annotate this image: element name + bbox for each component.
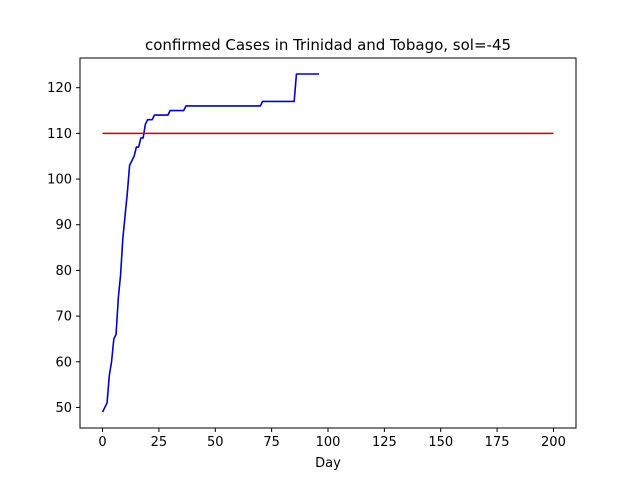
- x-tick-label: 50: [207, 435, 224, 450]
- y-tick-label: 120: [47, 81, 72, 96]
- y-tick-label: 90: [55, 218, 72, 233]
- y-axis-ticks: 50 60 70 80 90 100 110 120: [47, 81, 80, 416]
- x-tick-label: 25: [151, 435, 168, 450]
- series-line-1: [101, 73, 319, 413]
- y-tick-label: 80: [55, 264, 72, 279]
- x-tick-label: 100: [316, 435, 341, 450]
- plot-frame: [79, 57, 577, 429]
- y-tick-label: 60: [55, 355, 72, 370]
- x-axis-ticks: 0 25 50 75 100 125 150 175 200: [98, 428, 566, 450]
- x-tick-label: 150: [428, 435, 453, 450]
- y-tick-label: 110: [47, 127, 72, 142]
- y-tick-label: 50: [55, 401, 72, 416]
- x-tick-label: 75: [263, 435, 280, 450]
- x-tick-label: 125: [372, 435, 397, 450]
- x-tick-label: 200: [541, 435, 566, 450]
- y-tick-label: 100: [47, 173, 72, 188]
- y-tick-label: 70: [55, 310, 72, 325]
- plot-area: [101, 73, 554, 413]
- chart-title: confirmed Cases in Trinidad and Tobago, …: [145, 36, 511, 54]
- x-axis-label: Day: [315, 456, 341, 471]
- x-tick-label: 175: [485, 435, 510, 450]
- x-tick-label: 0: [98, 435, 106, 450]
